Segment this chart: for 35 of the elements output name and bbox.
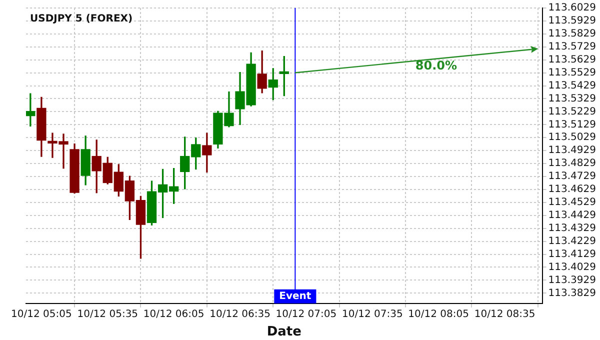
- y-tick-label: 113.5429: [548, 80, 596, 92]
- y-tick-label: 113.5929: [548, 16, 596, 27]
- y-tick-label: 113.5229: [548, 106, 596, 118]
- text: USDJPY 5 (FOREX): [30, 14, 133, 25]
- y-tick-label: 113.5729: [548, 41, 596, 52]
- y-tick-label: 113.5029: [548, 132, 596, 144]
- y-tick-label: 113.3829: [548, 288, 596, 299]
- y-tick-label: 113.4629: [548, 184, 596, 196]
- y-tick-label: 113.6029: [548, 2, 596, 14]
- y-tick-label: 113.4329: [548, 222, 596, 234]
- x-tick-label: 10/12 06:05: [143, 308, 204, 320]
- x-tick-label: 10/12 07:35: [342, 308, 403, 320]
- x-tick-label: 10/12 08:35: [474, 308, 536, 320]
- y-tick-label: 113.5629: [548, 54, 596, 66]
- x-tick-label: 10/12 07:05: [276, 308, 337, 320]
- y-tick-label: 113.5329: [548, 93, 596, 104]
- x-tick-label: 10/12 08:05: [408, 308, 469, 320]
- y-tick-label: 113.4429: [548, 210, 596, 221]
- x-tick-label: 10/12 05:35: [77, 308, 138, 320]
- y-tick-label: 113.4029: [548, 262, 596, 273]
- y-tick-label: 113.4829: [548, 158, 596, 170]
- y-tick-label: 113.4529: [548, 197, 596, 208]
- annotation: 80.0%: [415, 58, 457, 72]
- ref-line-label: Event: [279, 290, 312, 302]
- x-tick-label: 10/12 06:35: [210, 308, 270, 320]
- y-tick-label: 113.5129: [548, 119, 596, 130]
- x-tick-label: 10/12 05:05: [11, 308, 72, 320]
- y-tick-label: 113.4129: [548, 248, 596, 260]
- y-tick-label: 113.4929: [548, 145, 596, 156]
- y-tick-label: 113.5829: [548, 28, 596, 40]
- y-tick-label: 113.3929: [548, 274, 596, 286]
- y-tick-label: 113.4729: [548, 171, 596, 182]
- x-axis-title: Date: [266, 324, 302, 340]
- y-tick-label: 113.4229: [548, 236, 596, 247]
- y-tick-label: 113.5529: [548, 67, 596, 78]
